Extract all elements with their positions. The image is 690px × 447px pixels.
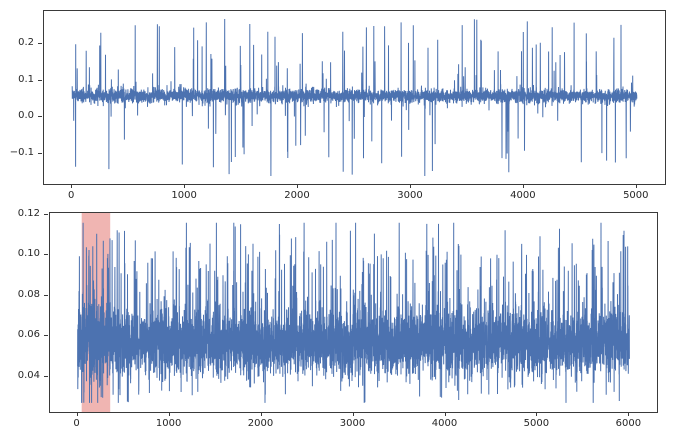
y-tick-mark: [38, 79, 42, 81]
y-tick-label: 0.12: [17, 207, 40, 219]
plot-canvas: [77, 213, 630, 412]
x-tick-mark: [76, 412, 78, 416]
signal-line: [71, 18, 638, 177]
x-tick-label: 2000: [284, 190, 310, 201]
y-tick-mark: [38, 152, 42, 154]
x-tick-mark: [71, 184, 73, 188]
x-tick-label: 6000: [615, 418, 642, 429]
x-tick-mark: [410, 184, 411, 188]
y-tick-label: 0.04: [17, 369, 40, 381]
x-tick-mark: [522, 184, 524, 188]
y-tick-mark: [44, 213, 48, 215]
plot-area-bottom: [49, 212, 658, 413]
y-tick-mark: [38, 42, 42, 44]
x-tick-label: 3000: [397, 190, 423, 201]
y-tick-mark: [44, 294, 48, 296]
x-tick-mark: [184, 184, 186, 188]
plot-area-top: [43, 10, 666, 185]
plot-canvas: [71, 18, 638, 177]
y-tick-mark: [44, 254, 48, 256]
x-tick-mark: [297, 184, 298, 188]
x-tick-label: 3000: [339, 418, 366, 429]
y-tick-label: 0.06: [17, 329, 40, 341]
x-tick-mark: [536, 412, 538, 416]
x-tick-mark: [444, 412, 446, 416]
x-tick-label: 1000: [171, 190, 197, 201]
y-tick-label: −0.1: [9, 146, 34, 158]
x-tick-mark: [628, 412, 630, 416]
y-tick-label: 0.1: [18, 73, 34, 85]
x-tick-label: 2000: [247, 418, 274, 429]
y-tick-label: 0.10: [17, 248, 40, 260]
x-tick-label: 0: [73, 418, 80, 429]
x-tick-mark: [352, 412, 354, 416]
y-tick-label: 0.2: [18, 36, 34, 48]
x-tick-label: 4000: [510, 190, 536, 201]
x-tick-mark: [635, 184, 637, 188]
y-tick-mark: [38, 116, 42, 118]
x-tick-label: 4000: [431, 418, 458, 429]
y-tick-label: 0.0: [18, 110, 34, 122]
x-tick-mark: [260, 412, 262, 416]
x-tick-label: 0: [68, 190, 75, 201]
x-tick-label: 5000: [523, 418, 550, 429]
x-tick-label: 1000: [155, 418, 182, 429]
y-tick-mark: [44, 335, 48, 337]
x-tick-label: 5000: [623, 190, 649, 201]
x-tick-mark: [168, 412, 170, 416]
y-tick-label: 0.08: [17, 288, 40, 300]
y-tick-mark: [44, 375, 48, 377]
signal-line: [77, 222, 630, 403]
